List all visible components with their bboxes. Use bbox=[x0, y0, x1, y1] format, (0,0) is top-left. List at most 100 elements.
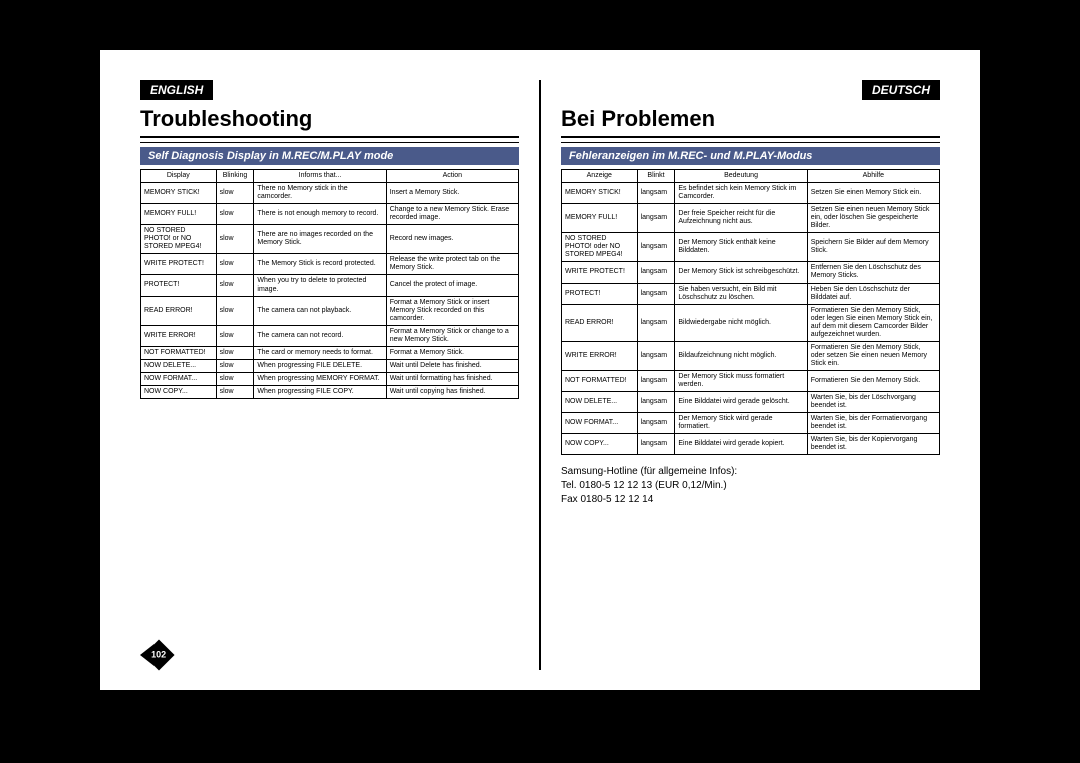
table-row: NOW COPY...langsamEine Bilddatei wird ge… bbox=[562, 434, 940, 455]
table-cell: langsam bbox=[637, 370, 675, 391]
table-row: WRITE PROTECT!slowThe Memory Stick is re… bbox=[141, 254, 519, 275]
table-body-en: MEMORY STICK!slowThere no Memory stick i… bbox=[141, 183, 519, 399]
col-abhilfe: Abhilfe bbox=[807, 170, 939, 183]
table-cell: langsam bbox=[637, 341, 675, 370]
subheading-right: Fehleranzeigen im M.REC- und M.PLAY-Modu… bbox=[561, 147, 940, 165]
table-cell: Change to a new Memory Stick. Erase reco… bbox=[386, 204, 518, 225]
table-cell: Eine Bilddatei wird gerade gelöscht. bbox=[675, 392, 807, 413]
table-cell: Speichern Sie Bilder auf dem Memory Stic… bbox=[807, 233, 939, 262]
table-cell: MEMORY STICK! bbox=[141, 183, 217, 204]
table-row: NOW DELETE...langsamEine Bilddatei wird … bbox=[562, 392, 940, 413]
table-cell: NO STORED PHOTO! oder NO STORED MPEG4! bbox=[562, 233, 638, 262]
subheading-left: Self Diagnosis Display in M.REC/M.PLAY m… bbox=[140, 147, 519, 165]
table-cell: slow bbox=[216, 385, 254, 398]
table-row: NOT FORMATTED!slowThe card or memory nee… bbox=[141, 346, 519, 359]
table-cell: WRITE ERROR! bbox=[141, 325, 217, 346]
table-header-row: Display Blinking Informs that... Action bbox=[141, 170, 519, 183]
table-row: WRITE ERROR!slowThe camera can not recor… bbox=[141, 325, 519, 346]
hotline-line2: Tel. 0180-5 12 12 13 (EUR 0,12/Min.) bbox=[561, 479, 940, 493]
table-row: NO STORED PHOTO! or NO STORED MPEG4!slow… bbox=[141, 225, 519, 254]
table-cell: Release the write protect tab on the Mem… bbox=[386, 254, 518, 275]
table-cell: When progressing MEMORY FORMAT. bbox=[254, 372, 386, 385]
hotline-line1: Samsung-Hotline (für allgemeine Infos): bbox=[561, 465, 940, 479]
rule-thick bbox=[140, 136, 519, 138]
table-row: NO STORED PHOTO! oder NO STORED MPEG4!la… bbox=[562, 233, 940, 262]
table-cell: langsam bbox=[637, 304, 675, 341]
table-row: PROTECT!slowWhen you try to delete to pr… bbox=[141, 275, 519, 296]
table-cell: NO STORED PHOTO! or NO STORED MPEG4! bbox=[141, 225, 217, 254]
table-row: MEMORY FULL!langsamDer freie Speicher re… bbox=[562, 204, 940, 233]
table-cell: When progressing FILE DELETE. bbox=[254, 359, 386, 372]
table-cell: NOW COPY... bbox=[141, 385, 217, 398]
table-cell: Format a Memory Stick. bbox=[386, 346, 518, 359]
table-cell: READ ERROR! bbox=[562, 304, 638, 341]
table-cell: slow bbox=[216, 325, 254, 346]
col-action: Action bbox=[386, 170, 518, 183]
table-cell: Warten Sie, bis der Kopiervorgang beende… bbox=[807, 434, 939, 455]
table-cell: The camera can not record. bbox=[254, 325, 386, 346]
col-blinkt: Blinkt bbox=[637, 170, 675, 183]
table-cell: Warten Sie, bis der Löschvorgang beendet… bbox=[807, 392, 939, 413]
table-cell: slow bbox=[216, 204, 254, 225]
language-tag-english: ENGLISH bbox=[140, 80, 213, 100]
table-cell: MEMORY FULL! bbox=[562, 204, 638, 233]
table-row: PROTECT!langsamSie haben versucht, ein B… bbox=[562, 283, 940, 304]
table-body-de: MEMORY STICK!langsamEs befindet sich kei… bbox=[562, 183, 940, 455]
table-cell: Format a Memory Stick or change to a new… bbox=[386, 325, 518, 346]
hotline-info: Samsung-Hotline (für allgemeine Infos): … bbox=[561, 465, 940, 507]
table-cell: langsam bbox=[637, 204, 675, 233]
table-row: NOW FORMAT...langsamDer Memory Stick wir… bbox=[562, 413, 940, 434]
table-cell: Setzen Sie einen neuen Memory Stick ein,… bbox=[807, 204, 939, 233]
table-row: NOW FORMAT...slowWhen progressing MEMORY… bbox=[141, 372, 519, 385]
table-cell: slow bbox=[216, 359, 254, 372]
col-bedeutung: Bedeutung bbox=[675, 170, 807, 183]
table-cell: WRITE PROTECT! bbox=[141, 254, 217, 275]
rule-thin bbox=[140, 142, 519, 143]
table-cell: NOW DELETE... bbox=[562, 392, 638, 413]
table-cell: langsam bbox=[637, 233, 675, 262]
table-cell: When you try to delete to protected imag… bbox=[254, 275, 386, 296]
table-row: NOW DELETE...slowWhen progressing FILE D… bbox=[141, 359, 519, 372]
manual-page: ENGLISH Troubleshooting Self Diagnosis D… bbox=[100, 50, 980, 690]
table-cell: Wait until Delete has finished. bbox=[386, 359, 518, 372]
table-cell: langsam bbox=[637, 262, 675, 283]
table-row: MEMORY STICK!slowThere no Memory stick i… bbox=[141, 183, 519, 204]
table-cell: NOW FORMAT... bbox=[562, 413, 638, 434]
col-blinking: Blinking bbox=[216, 170, 254, 183]
table-cell: Der Memory Stick wird gerade formatiert. bbox=[675, 413, 807, 434]
table-cell: MEMORY FULL! bbox=[141, 204, 217, 225]
table-cell: NOW FORMAT... bbox=[141, 372, 217, 385]
table-cell: slow bbox=[216, 275, 254, 296]
table-cell: PROTECT! bbox=[141, 275, 217, 296]
table-cell: READ ERROR! bbox=[141, 296, 217, 325]
table-cell: There is not enough memory to record. bbox=[254, 204, 386, 225]
table-cell: Wait until copying has finished. bbox=[386, 385, 518, 398]
col-anzeige: Anzeige bbox=[562, 170, 638, 183]
table-row: NOT FORMATTED!langsamDer Memory Stick mu… bbox=[562, 370, 940, 391]
table-cell: When progressing FILE COPY. bbox=[254, 385, 386, 398]
table-row: MEMORY STICK!langsamEs befindet sich kei… bbox=[562, 183, 940, 204]
rule-thick bbox=[561, 136, 940, 138]
left-column: ENGLISH Troubleshooting Self Diagnosis D… bbox=[140, 80, 519, 670]
table-cell: Entfernen Sie den Löschschutz des Memory… bbox=[807, 262, 939, 283]
table-cell: Bildwiedergabe nicht möglich. bbox=[675, 304, 807, 341]
page-number: 102 bbox=[151, 650, 166, 660]
table-cell: langsam bbox=[637, 413, 675, 434]
table-cell: Warten Sie, bis der Formatiervorgang bee… bbox=[807, 413, 939, 434]
table-cell: There are no images recorded on the Memo… bbox=[254, 225, 386, 254]
table-row: NOW COPY...slowWhen progressing FILE COP… bbox=[141, 385, 519, 398]
heading-right: Bei Problemen bbox=[561, 100, 940, 136]
diagnosis-table-de: Anzeige Blinkt Bedeutung Abhilfe MEMORY … bbox=[561, 169, 940, 455]
table-cell: The Memory Stick is record protected. bbox=[254, 254, 386, 275]
lang-row-right: DEUTSCH bbox=[561, 80, 940, 100]
table-cell: The camera can not playback. bbox=[254, 296, 386, 325]
table-header-row: Anzeige Blinkt Bedeutung Abhilfe bbox=[562, 170, 940, 183]
table-row: WRITE PROTECT!langsamDer Memory Stick is… bbox=[562, 262, 940, 283]
table-cell: slow bbox=[216, 183, 254, 204]
table-cell: Formatieren Sie den Memory Stick, oder s… bbox=[807, 341, 939, 370]
table-cell: Der Memory Stick enthält keine Bilddaten… bbox=[675, 233, 807, 262]
table-cell: slow bbox=[216, 346, 254, 359]
table-cell: Insert a Memory Stick. bbox=[386, 183, 518, 204]
diagnosis-table-en: Display Blinking Informs that... Action … bbox=[140, 169, 519, 399]
hotline-line3: Fax 0180-5 12 12 14 bbox=[561, 493, 940, 507]
